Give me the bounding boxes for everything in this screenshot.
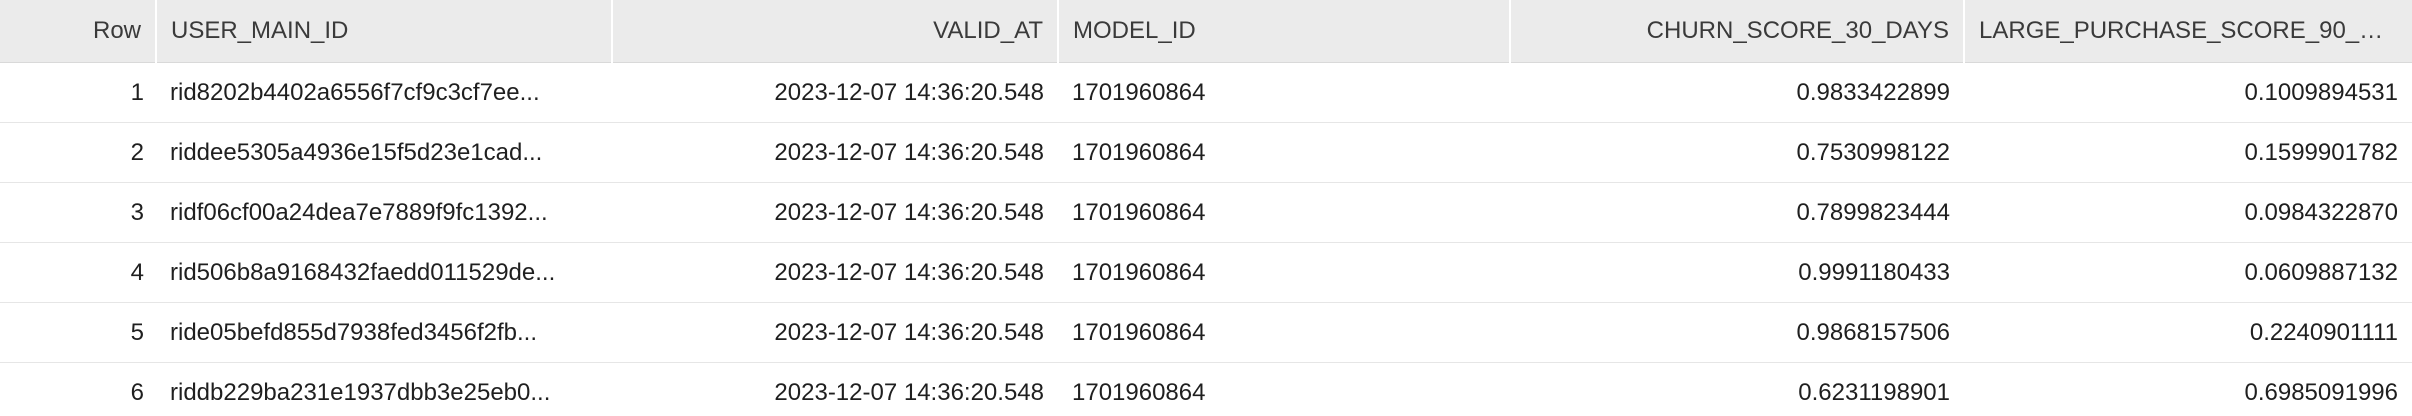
model-id-cell[interactable]: 1701960864: [1058, 182, 1510, 243]
model-id-cell[interactable]: 1701960864: [1058, 62, 1510, 123]
user-main-id-cell[interactable]: ride05befd855d7938fed3456f2fb...: [156, 302, 612, 363]
column-header-user-main-id[interactable]: USER_MAIN_ID: [156, 0, 613, 63]
column-header-churn-score-30-days[interactable]: CHURN_SCORE_30_DAYS: [1510, 0, 1965, 63]
large-purchase-score-cell[interactable]: 0.1009894531: [1964, 62, 2412, 123]
column-header-row[interactable]: Row: [0, 0, 157, 63]
header-row: Row USER_MAIN_ID VALID_AT MODEL_ID CHURN…: [0, 0, 2412, 63]
large-purchase-score-cell[interactable]: 0.0984322870: [1964, 182, 2412, 243]
user-main-id-cell[interactable]: rid8202b4402a6556f7cf9c3cf7ee...: [156, 62, 612, 123]
churn-score-cell[interactable]: 0.9868157506: [1510, 302, 1964, 363]
valid-at-cell[interactable]: 2023-12-07 14:36:20.548: [612, 302, 1058, 363]
column-header-valid-at[interactable]: VALID_AT: [612, 0, 1059, 63]
table-row[interactable]: 6 riddb229ba231e1937dbb3e25eb0... 2023-1…: [0, 363, 2412, 416]
valid-at-cell[interactable]: 2023-12-07 14:36:20.548: [612, 182, 1058, 243]
model-id-cell[interactable]: 1701960864: [1058, 122, 1510, 183]
row-number-cell: 5: [0, 302, 156, 363]
user-main-id-cell[interactable]: riddee5305a4936e15f5d23e1cad...: [156, 122, 612, 183]
row-number-cell: 2: [0, 122, 156, 183]
table-row[interactable]: 3 ridf06cf00a24dea7e7889f9fc1392... 2023…: [0, 182, 2412, 243]
table-row[interactable]: 1 rid8202b4402a6556f7cf9c3cf7ee... 2023-…: [0, 62, 2412, 123]
column-header-large-purchase-score-90-days[interactable]: LARGE_PURCHASE_SCORE_90_DAYS: [1964, 0, 2412, 63]
valid-at-cell[interactable]: 2023-12-07 14:36:20.548: [774, 378, 1044, 406]
user-main-id-cell[interactable]: ridf06cf00a24dea7e7889f9fc1392...: [156, 182, 612, 243]
valid-at-cell[interactable]: 2023-12-07 14:36:20.548: [612, 242, 1058, 303]
model-id-cell[interactable]: 1701960864: [1058, 242, 1510, 303]
large-purchase-score-cell[interactable]: 0.0609887132: [1964, 242, 2412, 303]
row-number-cell: 4: [0, 242, 156, 303]
column-header-model-id[interactable]: MODEL_ID: [1058, 0, 1511, 63]
large-purchase-score-cell[interactable]: 0.2240901111: [1964, 302, 2412, 363]
row-number-cell: 3: [0, 182, 156, 243]
table-row[interactable]: 5 ride05befd855d7938fed3456f2fb... 2023-…: [0, 302, 2412, 363]
model-id-cell[interactable]: 1701960864: [1072, 378, 1206, 406]
table-row[interactable]: 4 rid506b8a9168432faedd011529de... 2023-…: [0, 242, 2412, 303]
row-number-cell: 1: [0, 62, 156, 123]
valid-at-cell[interactable]: 2023-12-07 14:36:20.548: [612, 122, 1058, 183]
churn-score-cell[interactable]: 0.7530998122: [1510, 122, 1964, 183]
churn-score-cell[interactable]: 0.7899823444: [1510, 182, 1964, 243]
user-main-id-cell[interactable]: rid506b8a9168432faedd011529de...: [156, 242, 612, 303]
table-row[interactable]: 2 riddee5305a4936e15f5d23e1cad... 2023-1…: [0, 122, 2412, 183]
user-main-id-cell[interactable]: riddb229ba231e1937dbb3e25eb0...: [170, 378, 551, 406]
churn-score-cell[interactable]: 0.9833422899: [1510, 62, 1964, 123]
valid-at-cell[interactable]: 2023-12-07 14:36:20.548: [612, 62, 1058, 123]
churn-score-cell[interactable]: 0.6231198901: [1798, 378, 1950, 406]
row-number-cell: 6: [130, 378, 144, 406]
large-purchase-score-cell[interactable]: 0.1599901782: [1964, 122, 2412, 183]
churn-score-cell[interactable]: 0.9991180433: [1510, 242, 1964, 303]
model-id-cell[interactable]: 1701960864: [1058, 302, 1510, 363]
large-purchase-score-cell[interactable]: 0.6985091996: [2244, 378, 2399, 406]
